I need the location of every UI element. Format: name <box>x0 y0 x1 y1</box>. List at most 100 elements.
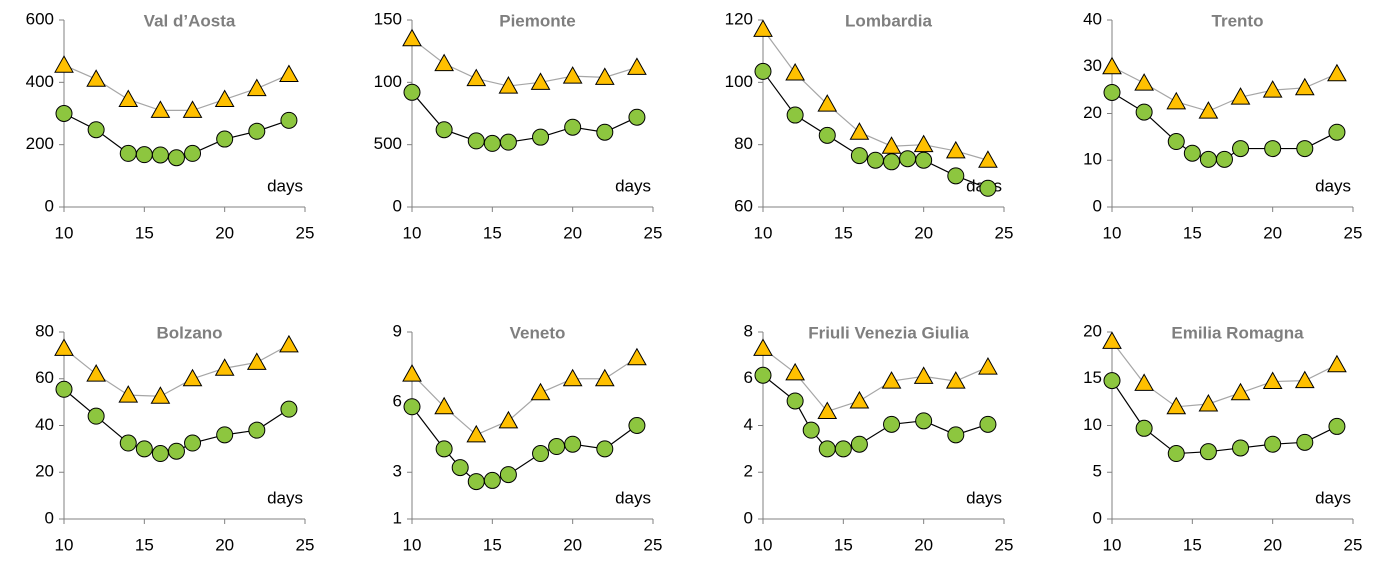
point <box>913 366 934 384</box>
point <box>167 149 185 167</box>
point <box>564 118 582 136</box>
point <box>1167 445 1185 463</box>
x-tick-label: 20 <box>563 223 582 242</box>
y-tick-label: 3 <box>393 462 402 481</box>
y-tick-label: 200 <box>26 134 54 153</box>
chart-title: Lombardia <box>845 11 932 30</box>
x-tick-label: 10 <box>754 223 773 242</box>
y-tick-label: 30 <box>1083 56 1102 75</box>
point <box>1135 103 1153 121</box>
point <box>403 83 421 101</box>
point <box>881 136 902 154</box>
point <box>530 382 551 401</box>
x-tick-label: 15 <box>135 535 154 554</box>
x-tick-label: 10 <box>1103 223 1122 242</box>
x-tick-label: 15 <box>135 223 154 242</box>
point <box>1232 439 1250 457</box>
point <box>118 385 139 403</box>
point <box>1134 73 1154 91</box>
point <box>1264 435 1282 453</box>
point <box>947 167 965 185</box>
y-tick-label: 500 <box>374 134 402 153</box>
point <box>866 151 884 169</box>
point <box>754 366 772 384</box>
point <box>54 55 74 73</box>
chart-title: Piemonte <box>499 11 576 30</box>
x-tick-label: 20 <box>1263 535 1282 554</box>
point <box>1103 83 1121 101</box>
point <box>1294 370 1315 389</box>
panel: 0 5 10 15 20 10 15 20 25 Emilia Romagna days <box>1083 321 1362 554</box>
point <box>785 362 805 381</box>
y-tick-label: 6 <box>393 392 402 411</box>
chart-title: Val d’Aosta <box>144 11 236 30</box>
point <box>1198 101 1219 119</box>
point <box>562 66 583 84</box>
x-tick-label: 10 <box>1103 535 1122 554</box>
point <box>881 371 902 389</box>
point <box>435 440 453 458</box>
y-tick-label: 20 <box>1083 321 1102 340</box>
panel: 0 2 4 6 8 10 15 20 25 Friuli Venezia Giulia days <box>744 321 1014 554</box>
x-tick-label: 20 <box>215 535 234 554</box>
point <box>1232 140 1250 158</box>
x-tick-label: 10 <box>403 535 422 554</box>
x-tick-label: 10 <box>754 535 773 554</box>
point <box>627 347 647 366</box>
point <box>1199 150 1217 168</box>
y-tick-label: 120 <box>725 9 753 28</box>
point <box>467 132 485 150</box>
y-tick-label: 10 <box>1083 415 1102 434</box>
point <box>979 179 997 197</box>
point <box>182 368 203 387</box>
point <box>945 140 966 159</box>
point <box>248 421 266 439</box>
y-tick-label: 8 <box>744 321 753 340</box>
x-tick-label: 25 <box>995 535 1014 554</box>
x-tick-label: 25 <box>995 223 1014 242</box>
point <box>1296 140 1314 158</box>
point <box>1183 144 1201 162</box>
point <box>945 371 966 389</box>
point <box>818 126 836 144</box>
point <box>786 106 804 124</box>
y-tick-label: 20 <box>35 462 54 481</box>
point <box>86 364 106 382</box>
point <box>279 64 299 83</box>
y-tick-label: 15 <box>1083 368 1102 387</box>
point <box>817 94 838 112</box>
x-tick-label: 20 <box>1263 223 1282 242</box>
point <box>913 134 934 153</box>
x-tick-label: 25 <box>1344 223 1363 242</box>
point <box>150 386 171 404</box>
point <box>883 415 901 433</box>
y-tick-label: 0 <box>393 196 402 215</box>
point <box>979 415 997 433</box>
point <box>1103 372 1121 390</box>
x-tick-label: 25 <box>1344 535 1363 554</box>
y-tick-label: 100 <box>725 72 753 91</box>
x-tick-label: 25 <box>296 223 315 242</box>
point <box>214 358 235 376</box>
point <box>1198 393 1219 412</box>
point <box>54 338 74 356</box>
point <box>596 123 614 141</box>
point <box>403 398 421 416</box>
x-tick-label: 25 <box>644 223 663 242</box>
point <box>1296 433 1314 451</box>
x-tick-label: 15 <box>1183 223 1202 242</box>
point <box>451 459 469 477</box>
point <box>1134 373 1154 391</box>
x-tick-label: 20 <box>215 223 234 242</box>
x-axis-label: days <box>966 488 1002 507</box>
point <box>280 111 298 129</box>
point <box>532 445 550 463</box>
x-tick-label: 20 <box>914 535 933 554</box>
point <box>434 53 454 72</box>
point <box>817 401 838 419</box>
point <box>466 68 487 87</box>
x-tick-label: 15 <box>483 223 502 242</box>
x-axis-label: days <box>1315 176 1351 195</box>
y-tick-label: 5 <box>1093 462 1102 481</box>
